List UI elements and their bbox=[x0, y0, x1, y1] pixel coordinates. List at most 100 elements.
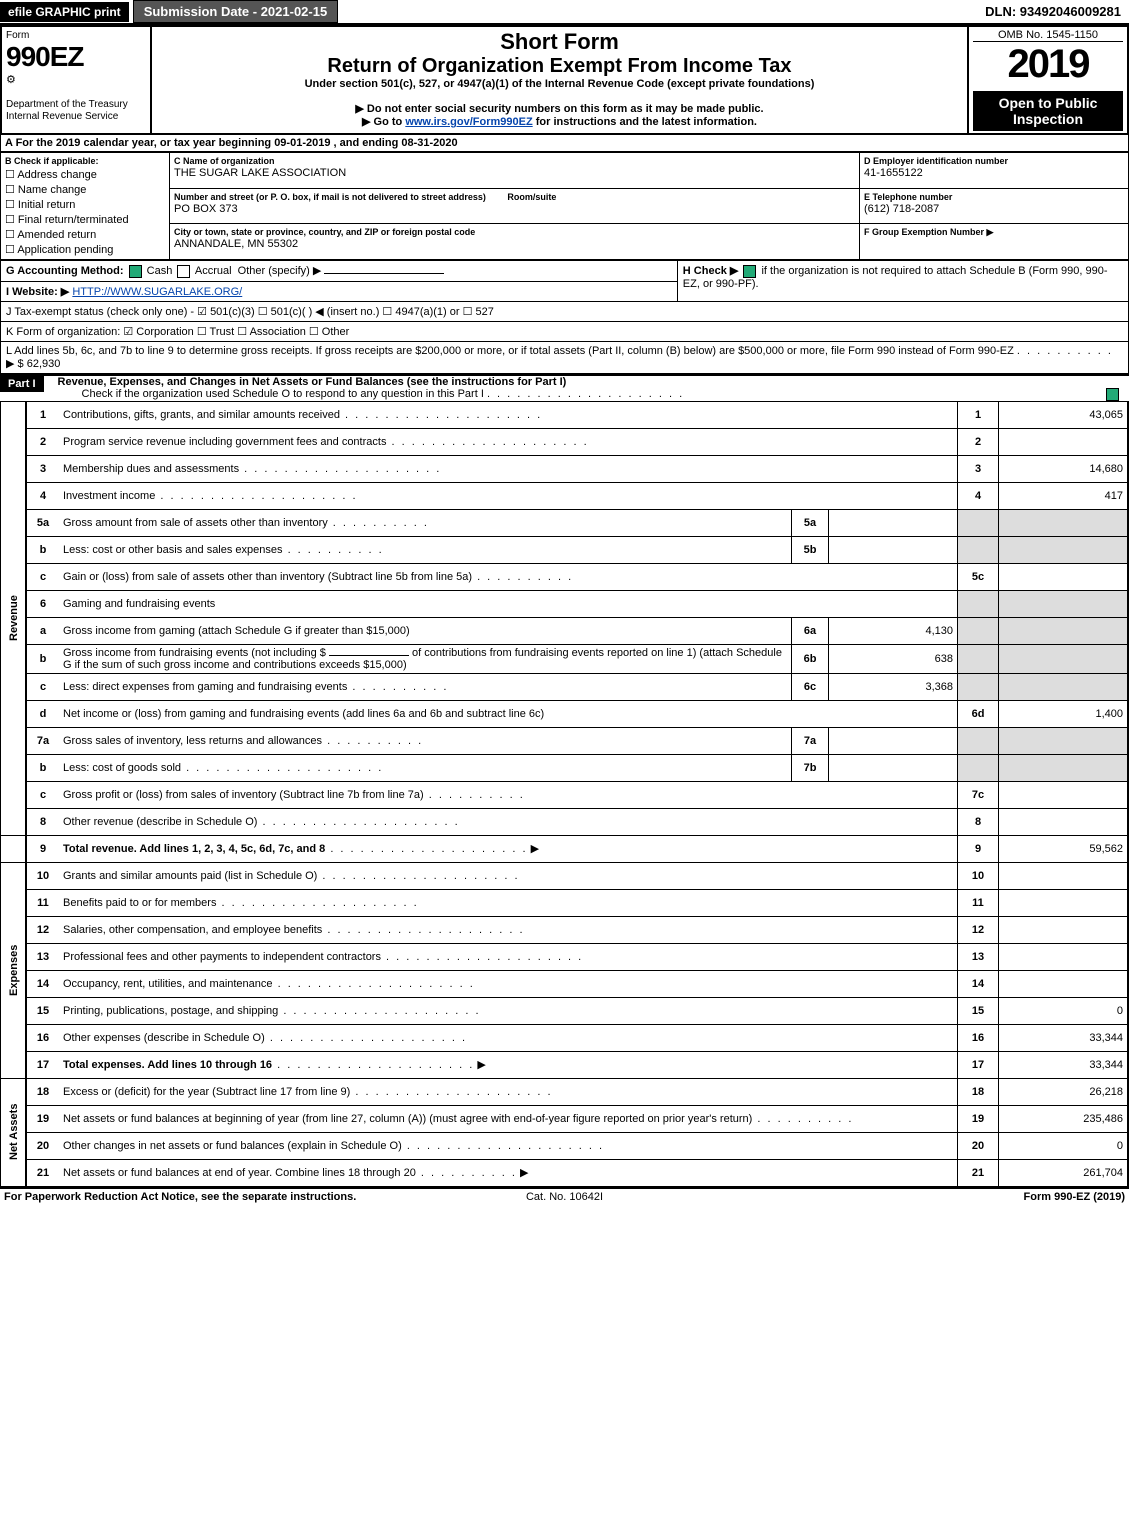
other-specify-input[interactable] bbox=[324, 273, 444, 274]
ln-11: 11 bbox=[26, 889, 59, 916]
sn-5a: 5a bbox=[792, 509, 829, 536]
ld-6: Gaming and fundraising events bbox=[59, 590, 958, 617]
arrow-9: ▶ bbox=[531, 843, 539, 855]
rn-9: 9 bbox=[958, 835, 999, 862]
phone-value: (612) 718-2087 bbox=[864, 203, 939, 215]
sv-6a: 4,130 bbox=[829, 617, 958, 644]
ld-10: Grants and similar amounts paid (list in… bbox=[59, 862, 958, 889]
ld-15: Printing, publications, postage, and shi… bbox=[59, 997, 958, 1024]
top-bar: efile GRAPHIC print Submission Date - 20… bbox=[0, 0, 1129, 25]
ln-7c: c bbox=[26, 781, 59, 808]
ld-7b: Less: cost of goods sold bbox=[59, 754, 792, 781]
box-f-label: F Group Exemption Number ▶ bbox=[864, 227, 993, 237]
other-label: Other (specify) ▶ bbox=[238, 265, 322, 277]
goto-pre: ▶ Go to bbox=[362, 116, 405, 128]
ln-6a: a bbox=[26, 617, 59, 644]
sn-7b: 7b bbox=[792, 754, 829, 781]
chk-initial-return[interactable]: Initial return bbox=[5, 197, 165, 212]
rv-5a-shade bbox=[999, 509, 1129, 536]
ln-4: 4 bbox=[26, 482, 59, 509]
accrual-label: Accrual bbox=[195, 265, 232, 277]
title-cell: Short Form Return of Organization Exempt… bbox=[151, 26, 968, 134]
footer-right: Form 990-EZ (2019) bbox=[751, 1191, 1125, 1203]
irs-label: Internal Revenue Service bbox=[6, 111, 118, 122]
footer-left: For Paperwork Reduction Act Notice, see … bbox=[4, 1191, 356, 1203]
seal-icon: ⚙ bbox=[6, 74, 16, 86]
tax-year: 2019 bbox=[973, 42, 1123, 87]
rv-18: 26,218 bbox=[999, 1078, 1129, 1105]
sn-7a: 7a bbox=[792, 727, 829, 754]
chk-address-change[interactable]: Address change bbox=[5, 167, 165, 182]
short-form-title: Short Form bbox=[156, 29, 963, 55]
rv-1: 43,065 bbox=[999, 401, 1129, 428]
part-i-check-line: Check if the organization used Schedule … bbox=[52, 388, 484, 400]
rn-6c-shade bbox=[958, 673, 999, 700]
rn-3: 3 bbox=[958, 455, 999, 482]
row-j: J Tax-exempt status (check only one) - ☑… bbox=[1, 301, 1129, 321]
ln-5b: b bbox=[26, 536, 59, 563]
ld-7a: Gross sales of inventory, less returns a… bbox=[59, 727, 792, 754]
rv-2 bbox=[999, 428, 1129, 455]
ln-15: 15 bbox=[26, 997, 59, 1024]
rv-20: 0 bbox=[999, 1132, 1129, 1159]
ld-6d: Net income or (loss) from gaming and fun… bbox=[59, 700, 958, 727]
row-l-dots bbox=[1017, 345, 1113, 357]
box-b-label: B Check if applicable: bbox=[5, 156, 99, 166]
ld-14: Occupancy, rent, utilities, and maintena… bbox=[59, 970, 958, 997]
efile-print-label[interactable]: efile GRAPHIC print bbox=[0, 2, 129, 22]
ld-3: Membership dues and assessments bbox=[59, 455, 958, 482]
sv-5a bbox=[829, 509, 958, 536]
return-title: Return of Organization Exempt From Incom… bbox=[156, 55, 963, 78]
ld-17: Total expenses. Add lines 10 through 16 … bbox=[59, 1051, 958, 1078]
ln-17: 17 bbox=[26, 1051, 59, 1078]
rn-12: 12 bbox=[958, 916, 999, 943]
ln-6b: b bbox=[26, 644, 59, 673]
side-sep-1 bbox=[1, 835, 27, 862]
chk-final-return[interactable]: Final return/terminated bbox=[5, 212, 165, 227]
irs-link[interactable]: www.irs.gov/Form990EZ bbox=[405, 116, 532, 128]
part-i-title: Revenue, Expenses, and Changes in Net As… bbox=[52, 376, 567, 388]
lines-table: Revenue 1 Contributions, gifts, grants, … bbox=[0, 401, 1129, 1187]
ld-4: Investment income bbox=[59, 482, 958, 509]
submission-date: Submission Date - 2021-02-15 bbox=[133, 0, 339, 23]
chk-schedule-o[interactable] bbox=[1106, 388, 1119, 401]
rn-5a-shade bbox=[958, 509, 999, 536]
ld-11: Benefits paid to or for members bbox=[59, 889, 958, 916]
rn-1: 1 bbox=[958, 401, 999, 428]
rn-6-shade bbox=[958, 590, 999, 617]
chk-schedule-b[interactable] bbox=[743, 265, 756, 278]
row-l-text: L Add lines 5b, 6c, and 7b to line 9 to … bbox=[6, 345, 1014, 357]
ln-5c: c bbox=[26, 563, 59, 590]
chk-name-change[interactable]: Name change bbox=[5, 182, 165, 197]
cash-label: Cash bbox=[147, 265, 173, 277]
side-netassets: Net Assets bbox=[1, 1078, 27, 1186]
rn-16: 16 bbox=[958, 1024, 999, 1051]
rn-21: 21 bbox=[958, 1159, 999, 1186]
box-f: F Group Exemption Number ▶ bbox=[860, 224, 1129, 260]
rv-5b-shade bbox=[999, 536, 1129, 563]
ld-18: Excess or (deficit) for the year (Subtra… bbox=[59, 1078, 958, 1105]
ld-5a: Gross amount from sale of assets other t… bbox=[59, 509, 792, 536]
contrib-amount-input[interactable] bbox=[329, 655, 409, 656]
rv-9: 59,562 bbox=[999, 835, 1129, 862]
ln-18: 18 bbox=[26, 1078, 59, 1105]
rv-17: 33,344 bbox=[999, 1051, 1129, 1078]
rv-7a-shade bbox=[999, 727, 1129, 754]
ein-value: 41-1655122 bbox=[864, 167, 923, 179]
chk-application-pending[interactable]: Application pending bbox=[5, 242, 165, 257]
ld-20: Other changes in net assets or fund bala… bbox=[59, 1132, 958, 1159]
org-name: THE SUGAR LAKE ASSOCIATION bbox=[174, 167, 346, 179]
ln-13: 13 bbox=[26, 943, 59, 970]
ld-2: Program service revenue including govern… bbox=[59, 428, 958, 455]
website-link[interactable]: HTTP://WWW.SUGARLAKE.ORG/ bbox=[72, 286, 242, 298]
row-l-arrow: ▶ $ bbox=[6, 358, 24, 370]
ln-16: 16 bbox=[26, 1024, 59, 1051]
ld-6c: Less: direct expenses from gaming and fu… bbox=[59, 673, 792, 700]
rn-2: 2 bbox=[958, 428, 999, 455]
ln-12: 12 bbox=[26, 916, 59, 943]
chk-amended-return[interactable]: Amended return bbox=[5, 227, 165, 242]
chk-cash[interactable] bbox=[129, 265, 142, 278]
rv-12 bbox=[999, 916, 1129, 943]
chk-accrual[interactable] bbox=[177, 265, 190, 278]
ln-7a: 7a bbox=[26, 727, 59, 754]
